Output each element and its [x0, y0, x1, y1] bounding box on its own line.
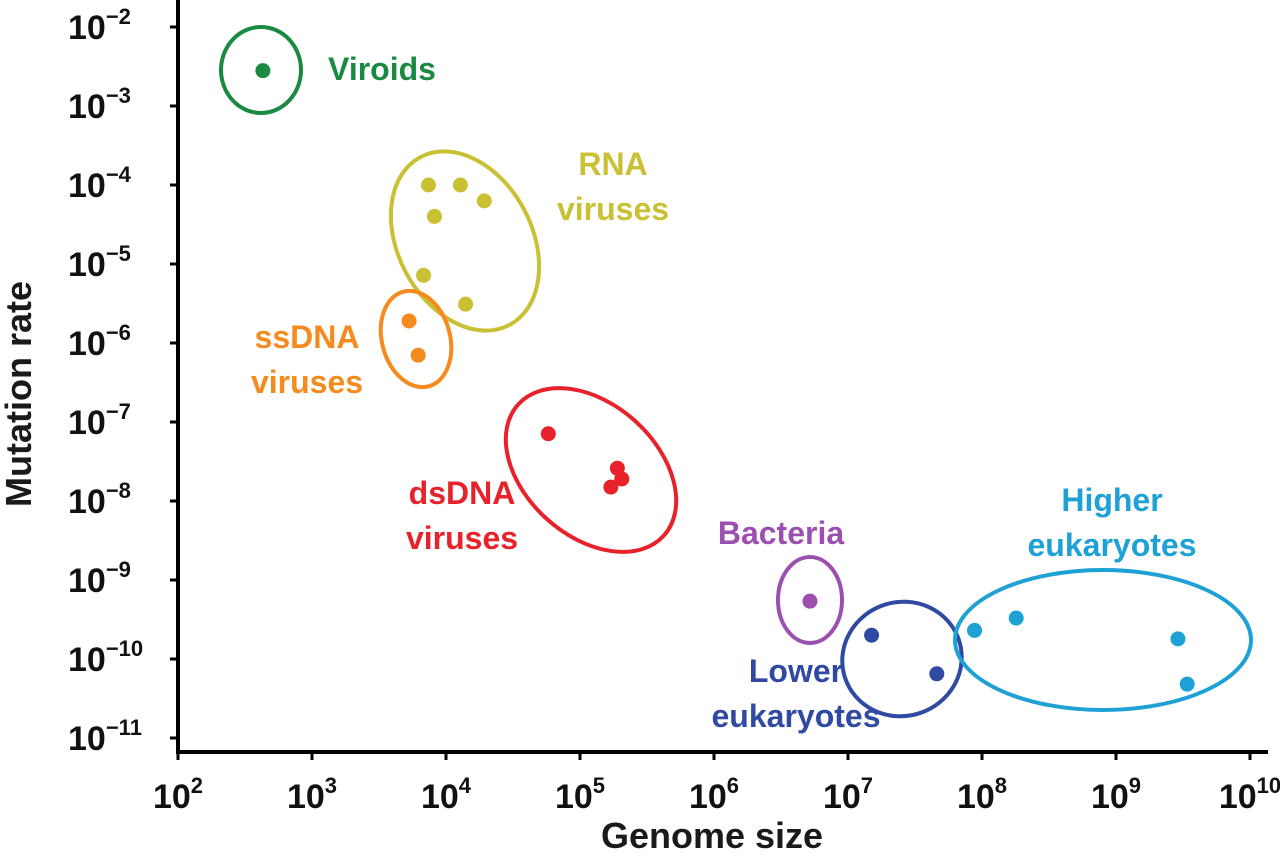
- group-ellipse: [840, 599, 964, 719]
- data-point: [458, 296, 474, 312]
- data-point: [420, 177, 436, 193]
- y-tick-label: 10−7: [68, 399, 131, 442]
- group-label: viruses: [251, 364, 363, 400]
- group-label: RNA: [578, 146, 647, 182]
- group-rna-viruses: RNA viruses: [388, 146, 669, 333]
- group-dsdna-viruses: dsDNA viruses: [406, 386, 679, 556]
- group-ellipse: [378, 288, 454, 390]
- group-label: dsDNA: [409, 475, 516, 511]
- data-point: [426, 208, 442, 224]
- group-label: Higher: [1061, 482, 1162, 518]
- y-tick-label: 10−2: [68, 4, 131, 47]
- x-tick-label: 108: [957, 773, 1007, 816]
- group-label: Bacteria: [718, 515, 845, 551]
- group-ellipse: [388, 149, 542, 333]
- x-tick-label: 105: [555, 773, 605, 816]
- group-higher-eukaryotes: Higher eukaryotes: [953, 482, 1253, 712]
- data-point: [864, 627, 880, 643]
- data-point: [416, 267, 432, 283]
- data-point: [1008, 610, 1024, 626]
- data-point: [476, 193, 492, 209]
- group-label: viruses: [557, 191, 669, 227]
- group-ssdna-viruses: ssDNA viruses: [251, 288, 454, 400]
- data-point: [255, 63, 271, 79]
- y-axis-ticks: 10−2 10−3 10−4 10−5 10−6 10−7 10−8 10−9 10−10 10−…: [68, 4, 178, 758]
- y-tick-label: 10−11: [68, 715, 142, 758]
- y-tick-label: 10−9: [68, 557, 131, 600]
- data-point: [603, 479, 619, 495]
- group-label: eukaryotes: [1028, 527, 1197, 563]
- data-point: [410, 347, 426, 363]
- data-point: [452, 177, 468, 193]
- group-label: ssDNA: [255, 319, 360, 355]
- group-ellipse: [503, 386, 679, 554]
- x-tick-label: 106: [689, 773, 739, 816]
- y-tick-label: 10−6: [68, 320, 131, 363]
- y-tick-label: 10−4: [68, 162, 132, 205]
- data-point: [967, 622, 983, 638]
- x-tick-label: 109: [1091, 773, 1141, 816]
- y-tick-label: 10−3: [68, 83, 131, 126]
- y-tick-label: 10−5: [68, 241, 131, 284]
- group-label: eukaryotes: [712, 698, 881, 734]
- group-bacteria: Bacteria: [718, 515, 845, 645]
- y-tick-label: 10−8: [68, 478, 131, 521]
- group-lower-eukaryotes: Lower eukaryotes: [712, 599, 964, 734]
- group-label: viruses: [406, 520, 518, 556]
- group-ellipse: [219, 25, 303, 115]
- y-tick-label: 10−10: [68, 636, 143, 679]
- data-point: [614, 471, 630, 487]
- group-label: Viroids: [328, 51, 436, 87]
- x-tick-label: 103: [287, 773, 337, 816]
- data-point: [802, 593, 818, 609]
- x-tick-label: 1010: [1219, 773, 1280, 816]
- group-ellipse: [776, 555, 844, 645]
- group-label: Lower: [749, 653, 843, 689]
- group-ellipse: [953, 568, 1253, 712]
- x-tick-label: 102: [153, 773, 203, 816]
- x-tick-label: 107: [823, 773, 873, 816]
- x-axis-title: Genome size: [601, 815, 823, 856]
- data-groups: Viroids RNA viruses ssDNA viruses dsDNA viruse…: [219, 25, 1253, 734]
- data-point: [401, 313, 417, 329]
- group-viroids: Viroids: [219, 25, 436, 115]
- x-tick-label: 104: [421, 773, 472, 816]
- x-axis-ticks: 102 103 104 105 106 107 108 109 1010: [153, 752, 1280, 816]
- data-point: [1179, 676, 1195, 692]
- y-axis-title: Mutation rate: [0, 281, 39, 507]
- data-point: [929, 666, 945, 682]
- data-point: [540, 426, 556, 442]
- data-point: [1170, 631, 1186, 647]
